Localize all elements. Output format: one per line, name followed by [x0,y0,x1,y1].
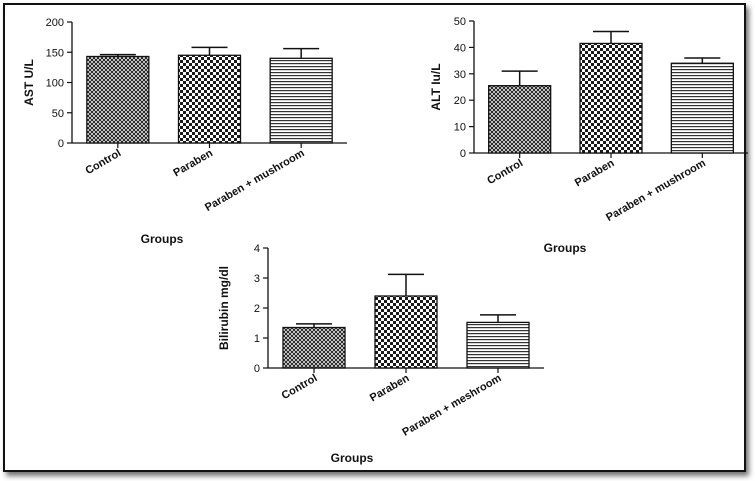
ast-bar-3 [269,57,333,144]
ast-ytick-label: 150 [46,47,64,59]
bili-bar-3 [466,321,530,369]
ast-bar-1 [86,55,150,144]
bili-category-label-3: Paraben + meshroom [400,372,503,439]
ast-ytick-label: 100 [46,78,64,90]
ast-ytick-label: 0 [58,138,64,150]
ast-ytick-label: 50 [52,108,64,120]
bili-ytick-label: 0 [254,363,260,375]
bili-x-axis-title: Groups [331,451,374,465]
alt-y-axis-title: ALT Iu/L [429,63,443,110]
ast-ytick-label: 200 [46,17,64,29]
alt-bar-3 [670,62,734,154]
bili-y-axis-title: Bilirubin mg/dl [217,266,231,350]
bili-category-label-2: Paraben [368,372,412,404]
bili-bar-1 [282,326,346,369]
alt-ytick-label: 30 [454,69,466,81]
alt-ytick-label: 40 [454,42,466,54]
alt-bar-2 [579,42,643,154]
alt-ytick-label: 50 [454,16,466,28]
figure-frame [3,3,746,472]
bili-ytick-label: 1 [254,333,260,345]
ast-y-axis-title: AST U/L [22,59,36,106]
alt-ytick-label: 0 [460,148,466,160]
ast-x-axis-title: Groups [141,232,184,246]
bili-ytick-label: 4 [254,243,260,255]
ast-bar-2 [177,54,242,144]
bili-category-label-1: Control [280,372,320,402]
bili-bar-2 [374,295,438,369]
bili-ytick-label: 3 [254,273,260,285]
bili-ytick-label: 2 [254,303,260,315]
alt-x-axis-title: Groups [544,241,587,255]
alt-ytick-label: 10 [454,122,466,134]
alt-bar-1 [488,85,552,154]
alt-ytick-label: 20 [454,95,466,107]
